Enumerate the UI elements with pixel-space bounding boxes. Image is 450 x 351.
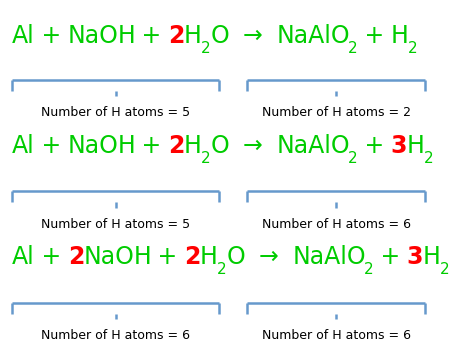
Text: Number of H atoms = 6: Number of H atoms = 6 — [262, 218, 411, 231]
Text: +: + — [34, 245, 69, 269]
Text: 2: 2 — [168, 24, 184, 48]
Text: Number of H atoms = 2: Number of H atoms = 2 — [262, 106, 411, 119]
Text: +: + — [357, 24, 392, 48]
Text: H: H — [406, 134, 424, 158]
Text: H: H — [423, 245, 440, 269]
Text: +: + — [150, 245, 185, 269]
Text: +: + — [357, 134, 392, 158]
Text: Number of H atoms = 6: Number of H atoms = 6 — [41, 329, 190, 342]
Text: 2: 2 — [217, 262, 226, 277]
Text: 3: 3 — [391, 134, 407, 158]
Text: Number of H atoms = 5: Number of H atoms = 5 — [41, 106, 190, 119]
Text: 2: 2 — [68, 245, 84, 269]
Text: +: + — [34, 24, 69, 48]
Text: H: H — [184, 134, 202, 158]
Text: 2: 2 — [364, 262, 373, 277]
Text: NaOH: NaOH — [68, 134, 137, 158]
Text: 2: 2 — [184, 245, 200, 269]
Text: H: H — [199, 245, 217, 269]
Text: 2: 2 — [201, 41, 211, 56]
Text: 2: 2 — [440, 262, 449, 277]
Text: O: O — [226, 245, 245, 269]
Text: →: → — [244, 245, 294, 269]
Text: 2: 2 — [348, 41, 357, 56]
Text: +: + — [373, 245, 408, 269]
Text: H: H — [184, 24, 202, 48]
Text: +: + — [134, 134, 169, 158]
Text: NaAlO: NaAlO — [292, 245, 366, 269]
Text: →: → — [229, 24, 278, 48]
Text: →: → — [229, 134, 278, 158]
Text: Number of H atoms = 6: Number of H atoms = 6 — [262, 329, 411, 342]
Text: 2: 2 — [168, 134, 184, 158]
Text: H: H — [391, 24, 409, 48]
Text: 2: 2 — [424, 151, 433, 166]
Text: O: O — [210, 24, 229, 48]
Text: Al: Al — [12, 24, 35, 48]
Text: NaAlO: NaAlO — [276, 24, 350, 48]
Text: NaAlO: NaAlO — [276, 134, 350, 158]
Text: NaOH: NaOH — [68, 24, 137, 48]
Text: +: + — [134, 24, 169, 48]
Text: O: O — [210, 134, 229, 158]
Text: Al: Al — [12, 245, 35, 269]
Text: 2: 2 — [408, 41, 418, 56]
Text: 2: 2 — [348, 151, 357, 166]
Text: 2: 2 — [201, 151, 211, 166]
Text: Number of H atoms = 5: Number of H atoms = 5 — [41, 218, 190, 231]
Text: NaOH: NaOH — [84, 245, 153, 269]
Text: 3: 3 — [406, 245, 423, 269]
Text: Al: Al — [12, 134, 35, 158]
Text: +: + — [34, 134, 69, 158]
